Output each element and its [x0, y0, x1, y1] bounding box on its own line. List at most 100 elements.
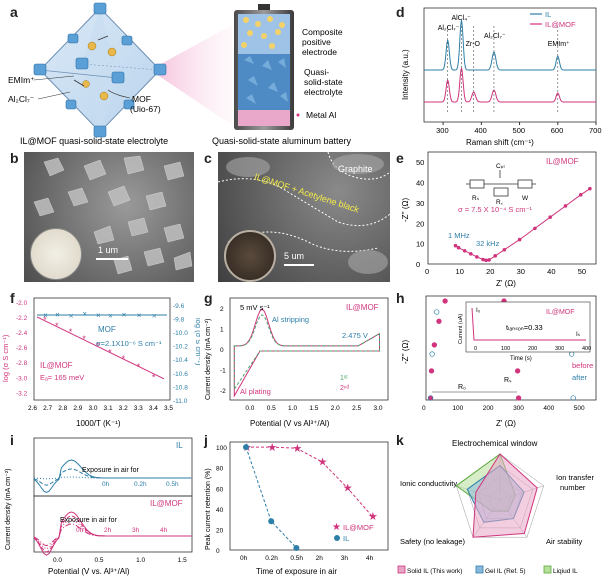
f-ytick-left-2: -2.4	[16, 330, 28, 337]
j-legend-il-mark	[334, 535, 340, 541]
chart-g-cv: 0.0 0.5 1.0 1.5 2.0 2.5 3.0 -2 -1 0 1 2 Potential (V…	[205, 297, 389, 428]
layer1-l2: positive	[302, 37, 331, 47]
j-xtick-5: 4h	[366, 555, 374, 562]
j-ilmof-point-4: ★	[343, 482, 353, 494]
mof-point-6: ×	[122, 310, 127, 319]
h-inset-xtick-0: 0	[474, 346, 477, 352]
g-xtick-4: 2.0	[331, 405, 340, 412]
f-ytick-right-3: -10.2	[173, 344, 188, 351]
nyquist-point-2	[462, 248, 467, 253]
nyquist-ytick-1: 10	[416, 240, 424, 249]
cv-legend-2: 2ⁿᵈ	[340, 385, 349, 392]
j-il-point-0	[243, 444, 249, 451]
h-xtick-2: 200	[483, 405, 494, 412]
h-inset-xtick-2: 200	[528, 346, 537, 352]
chart-f-conductivity: × × × × × × × × ×*********2.6 2.7 2.8 2.9 3.0 3.1 3.2 3…	[1, 297, 200, 428]
ilmof-point-7: *	[137, 362, 141, 372]
h-xtick-4: 400	[543, 405, 554, 412]
g-ytick-4: 2	[220, 306, 224, 313]
f-ytick-right-7: -11.0	[173, 398, 188, 405]
circuit-label-3: W	[522, 195, 529, 202]
radar-legend-swatch-2	[543, 565, 552, 574]
nyquist-xtick-4: 40	[547, 267, 555, 276]
nyquist-ytick-3: 30	[416, 199, 424, 208]
nyquist-point-4	[475, 255, 479, 259]
f-ytick-left-1: -2.2	[16, 315, 28, 322]
nyquist-point-9	[502, 247, 507, 252]
nyquist-ytick-5: 50	[416, 158, 424, 167]
j-xtick-0: 0h	[240, 555, 248, 562]
h-transference: tₗₐₙₛₒₙ=0.33	[506, 323, 543, 332]
f-ytick-left-6: -3.2	[16, 390, 28, 397]
chart-e-nyquist: 0 10 20 30 40 50 0 10 20 30 40 50 Z' (Ω) -Z'' (Ω) IL@M…	[401, 151, 597, 288]
pink-beam	[150, 25, 232, 125]
raman-peak-label-4: EMIm⁺	[548, 41, 570, 48]
f-xtick-0: 2.6	[28, 405, 37, 412]
i-il-05h	[33, 476, 192, 480]
mof-point-8: ×	[152, 312, 157, 321]
cv-rate: 5 mV s⁻¹	[240, 303, 270, 312]
j-il-point-2	[293, 544, 300, 551]
cv-title: IL@MOF	[346, 303, 379, 312]
j-xtick-2: 0.5h	[290, 555, 303, 562]
pellet-photo-dark	[224, 230, 276, 282]
i-il-time-0: 0h	[102, 481, 110, 488]
h-after-point-0	[570, 395, 576, 401]
legend-label-il: IL	[545, 10, 551, 19]
caption-battery: Quasi-solid-state aluminum battery	[212, 136, 352, 146]
raman-line-il	[424, 19, 596, 71]
panel-label-h: h	[396, 290, 405, 306]
g-ylabel: Current density (mA cm⁻²)	[205, 319, 212, 401]
battery-cylinder	[234, 4, 294, 130]
nyquist-ytick-0: 0	[416, 260, 420, 269]
nyquist-point-15	[588, 186, 592, 191]
nyquist-point-3	[468, 252, 473, 256]
nyquist-point-14	[578, 192, 583, 197]
h-title: IL@MOF	[546, 309, 575, 316]
h-inset-is: Iₛ	[576, 331, 581, 338]
h-inset-current	[471, 307, 586, 341]
radar-legend-label-1: Gel IL (Ref. 5)	[485, 568, 526, 575]
mof-point-7: ×	[137, 311, 142, 320]
f-ytick-right-0: -9.6	[173, 303, 185, 310]
radar-axis-1b: number	[560, 483, 586, 492]
nyquist-point-12	[548, 215, 552, 219]
i-ilmof-2h	[33, 515, 192, 553]
mof-point-0: ×	[43, 311, 48, 320]
circuit-label-0: Cₚₗ	[496, 163, 505, 170]
h-after-point-168	[429, 351, 435, 357]
nyquist-line	[455, 188, 591, 261]
h-inset-xtick-3: 300	[555, 346, 564, 352]
i-ilmof-3h	[33, 519, 192, 550]
panel-label-d: d	[396, 4, 405, 20]
ilmof-point-4: *	[96, 341, 100, 351]
scale-bar-c	[284, 264, 314, 266]
circuit-label-2: R꜀	[496, 199, 503, 206]
chart-j-retention: ★ ★ ★ ★ ★ ★ 0h 0.2h 0.5h 2h 3h 4h 0 20 40 60 80 100 Time o…	[205, 441, 389, 576]
nyquist-point-1	[456, 245, 461, 250]
layer2-l1: Quasi-	[304, 67, 329, 77]
i-frame-bottom	[33, 495, 193, 553]
raman-peak-label-2: Zr-O	[466, 41, 481, 48]
j-legend-il: IL	[343, 534, 349, 543]
j-xtick-4: 3h	[341, 555, 349, 562]
radar-axis-3: Safety (no leakage)	[400, 537, 466, 546]
mof-point-1: ×	[55, 310, 60, 319]
sem-overlay-c	[218, 152, 390, 274]
cv-stripping: Al stripping	[272, 315, 309, 324]
i-xtick-1: 0.5	[95, 557, 104, 564]
j-legend-ilmof-mark: ★	[332, 522, 341, 533]
mof-label: MOF	[98, 325, 116, 334]
j-ilmof-point-5: ★	[368, 511, 378, 523]
f-xlabel: 1000/T (K⁻¹)	[76, 419, 121, 428]
nyquist-sigma: σ = 7.5 X 10⁻⁴ S cm⁻¹	[458, 205, 532, 214]
nyquist-ylabel: -Z'' (Ω)	[401, 198, 410, 222]
alcl-label: Al₂Cl₇⁻	[8, 94, 35, 104]
h-before-point-156	[431, 342, 438, 348]
mof-point-2: ×	[69, 312, 74, 321]
f-xtick-2: 2.8	[58, 405, 67, 412]
g-xtick-5: 2.5	[352, 405, 361, 412]
g-xtick-6: 3.0	[373, 405, 382, 412]
j-ytick-1: 20	[216, 527, 224, 534]
g-xlabel: Potential (V vs Al³⁺/Al)	[250, 419, 330, 428]
